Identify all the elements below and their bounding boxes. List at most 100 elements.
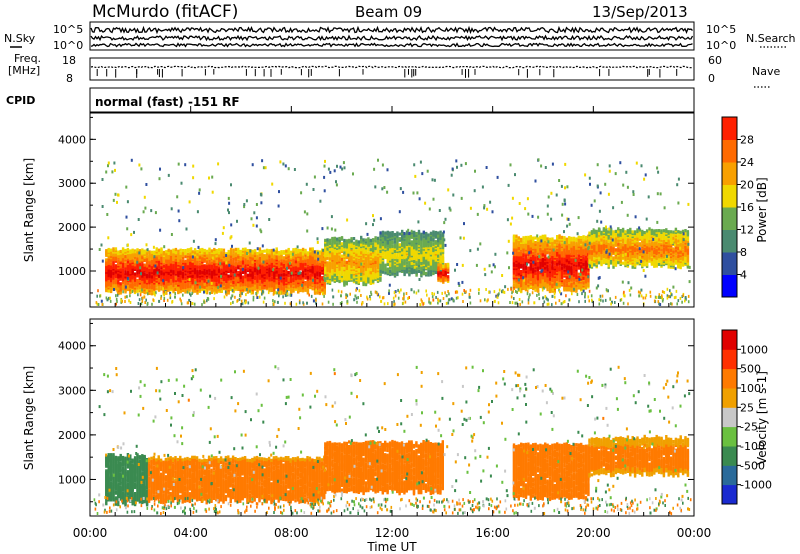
heatmap-cell <box>172 248 175 252</box>
heatmap-cell <box>222 276 226 280</box>
heatmap-cell <box>352 278 356 282</box>
heatmap-cell <box>572 241 576 245</box>
heatmap-cell <box>372 245 375 249</box>
heatmap-cell <box>544 240 547 244</box>
freq-panel-frame <box>89 57 695 81</box>
heatmap-cell <box>205 278 209 283</box>
heatmap-cell <box>191 250 194 254</box>
noise-tick-right-top: 10^5 <box>706 23 736 36</box>
heatmap-cell <box>153 269 156 273</box>
heatmap-cell <box>237 247 240 251</box>
heatmap-cell <box>577 257 580 261</box>
heatmap-cell <box>179 251 182 255</box>
heatmap-cell <box>109 265 113 269</box>
heatmap-cell <box>324 266 327 270</box>
heatmap-cell <box>294 247 298 251</box>
heatmap-cell <box>289 276 293 280</box>
heatmap-cell <box>301 278 305 282</box>
heatmap-cell <box>287 258 290 262</box>
heatmap-cell <box>398 232 401 236</box>
heatmap-cell <box>227 280 230 284</box>
heatmap-cell <box>253 249 257 253</box>
heatmap-cell <box>249 259 252 263</box>
heatmap-cell <box>186 272 190 276</box>
beam-title: Beam 09 <box>355 3 422 21</box>
heatmap-cell <box>285 249 288 253</box>
heatmap-cell <box>556 242 559 246</box>
heatmap-cell <box>215 252 218 256</box>
heatmap-cell <box>213 287 216 291</box>
noise-tick-left-bottom: 10^0 <box>53 39 83 52</box>
heatmap-cell <box>145 273 149 277</box>
heatmap-cell <box>318 273 322 277</box>
heatmap-cell <box>114 247 118 251</box>
heatmap-cell <box>553 239 556 243</box>
heatmap-cell <box>112 247 115 251</box>
heatmap-cell <box>600 241 603 245</box>
heatmap-cell <box>348 238 351 242</box>
heatmap-cell <box>427 261 430 265</box>
heatmap-cell <box>612 230 615 234</box>
heatmap-cell <box>374 236 377 240</box>
heatmap-cell <box>444 270 447 274</box>
heatmap-cell <box>186 252 190 256</box>
heatmap-cell <box>372 268 375 272</box>
heatmap-cell <box>177 281 180 285</box>
heatmap-cell <box>393 252 397 257</box>
heatmap-cell <box>217 251 221 255</box>
heatmap-cell <box>220 262 223 266</box>
heatmap-cell <box>548 263 552 267</box>
heatmap-cell <box>160 247 163 251</box>
heatmap-cell <box>539 235 542 239</box>
heatmap-cell <box>556 235 559 239</box>
heatmap-cell <box>331 261 334 265</box>
heatmap-cell <box>546 288 549 292</box>
heatmap-cell <box>362 238 365 242</box>
heatmap-cell <box>107 247 110 252</box>
heatmap-cell <box>343 248 346 252</box>
freq-tick-top: 18 <box>62 54 76 67</box>
heatmap-cell <box>289 250 293 254</box>
heatmap-cell <box>213 247 216 252</box>
heatmap-cell <box>215 276 218 280</box>
heatmap-cell <box>520 279 523 283</box>
heatmap-cell <box>124 279 127 283</box>
heatmap-cell <box>304 248 307 252</box>
nave-tick-top: 60 <box>708 54 722 67</box>
heatmap-cell <box>258 265 262 270</box>
heatmap-cell <box>425 271 428 275</box>
heatmap-cell <box>391 258 394 262</box>
freq-line <box>90 65 694 69</box>
heatmap-cell <box>246 249 250 253</box>
heatmap-cell <box>336 275 339 280</box>
heatmap-cell <box>323 282 326 286</box>
heatmap-cell <box>265 253 269 257</box>
heatmap-cell <box>556 265 559 269</box>
heatmap-cell <box>401 256 404 260</box>
heatmap-cell <box>179 259 182 263</box>
heatmap-cell <box>360 257 363 261</box>
heatmap-cell <box>109 262 113 266</box>
heatmap-cell <box>553 265 556 269</box>
heatmap-cell <box>432 230 435 234</box>
heatmap-cell <box>614 248 618 252</box>
heatmap-cell <box>336 268 339 272</box>
heatmap-cell <box>568 251 571 255</box>
heatmap-cell <box>196 270 199 274</box>
heatmap-cell <box>275 250 278 254</box>
heatmap-cell <box>374 251 377 255</box>
heatmap-cell <box>439 230 442 234</box>
heatmap-cell <box>393 232 397 237</box>
heatmap-cell <box>157 260 161 265</box>
heatmap-cell <box>338 255 341 259</box>
heatmap-cell <box>268 258 271 262</box>
heatmap-cell <box>572 265 576 270</box>
heatmap-cell <box>145 252 149 256</box>
heatmap-cell <box>270 250 274 254</box>
heatmap-cell <box>381 255 385 259</box>
heatmap-cell <box>582 238 585 242</box>
heatmap-cell <box>415 262 418 266</box>
heatmap-cell <box>258 249 262 253</box>
heatmap-cell <box>205 262 209 266</box>
heatmap-cell <box>572 273 576 277</box>
